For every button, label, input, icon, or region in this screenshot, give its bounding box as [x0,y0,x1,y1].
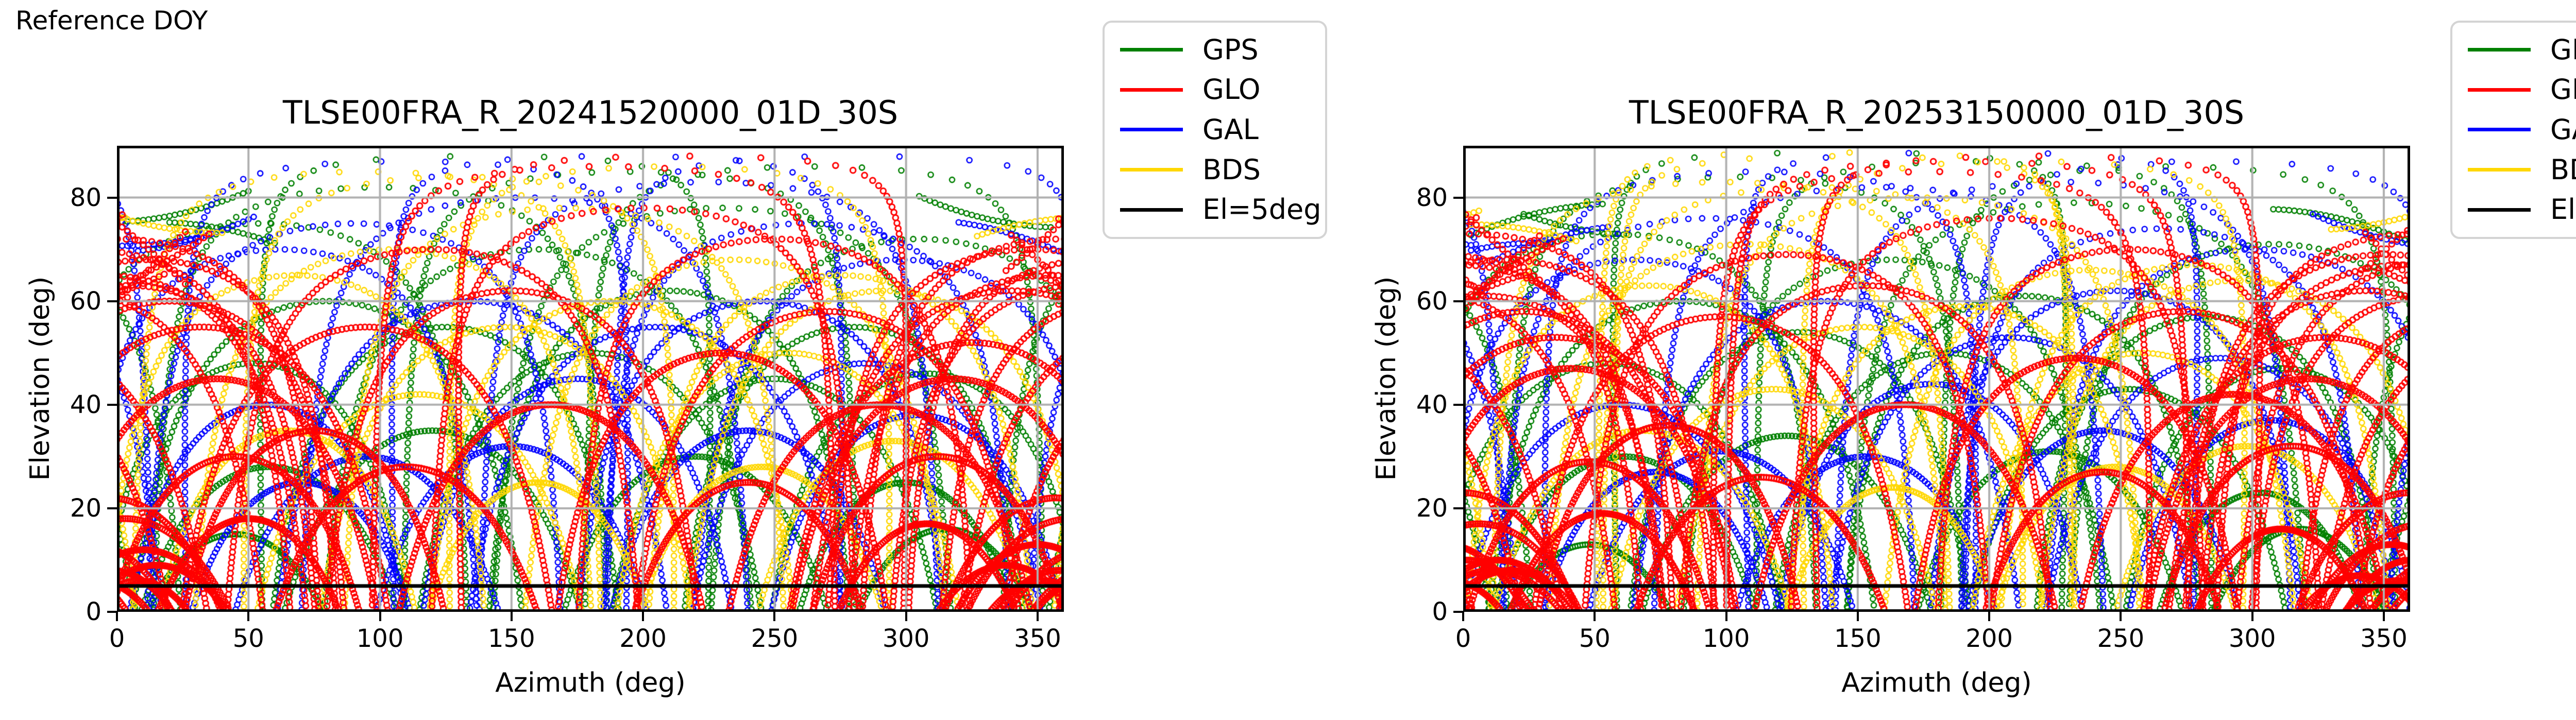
legend-label: GPS [2550,33,2576,66]
x-tick-label: 200 [619,624,667,653]
x-tick-mark [773,612,776,621]
x-tick-mark [247,612,250,621]
panel2-y-axis-label: Elevation (deg) [1371,276,1402,481]
y-tick-label: 80 [1416,183,1448,212]
y-tick-label: 0 [1432,597,1448,626]
x-tick-mark [1462,612,1464,621]
x-tick-label: 100 [1702,624,1750,653]
legend-entry-gal: GAL [1120,113,1310,146]
x-tick-label: 50 [232,624,264,653]
x-tick-mark [1856,612,1859,621]
legend-label: El=5deg [1202,193,1321,226]
panel2-sky-track-plot [1463,146,2410,612]
legend-label: GLO [1202,73,1261,106]
legend-line-sample [1120,168,1183,172]
y-tick-label: 40 [70,390,101,419]
x-tick-label: 200 [1965,624,2013,653]
y-tick-label: 0 [86,597,101,626]
y-tick-label: 60 [1416,286,1448,316]
panel2-legend: GPS GLO GAL BDS El=5deg [2450,21,2576,239]
reference-doy-label: Reference DOY [15,6,208,36]
panel1-legend: GPS GLO GAL BDS El=5deg [1103,21,1327,239]
x-tick-mark [379,612,381,621]
x-tick-label: 300 [882,624,930,653]
legend-line-sample [1120,88,1183,92]
legend-entry-glo: GLO [1120,76,1310,104]
x-tick-label: 250 [2097,624,2145,653]
x-tick-label: 150 [1834,624,1882,653]
x-tick-mark [1988,612,1991,621]
x-tick-mark [2120,612,2122,621]
x-tick-mark [1725,612,1727,621]
legend-entry-gps: GPS [1120,36,1310,64]
legend-line-sample [1120,48,1183,52]
y-tick-mark [1453,196,1463,199]
x-tick-label: 250 [751,624,799,653]
x-tick-mark [1594,612,1596,621]
legend-label: GPS [1202,33,1259,66]
legend-line-sample [2468,168,2531,172]
y-tick-mark [1453,507,1463,509]
y-tick-mark [107,611,117,613]
legend-entry-gal: GAL [2468,113,2576,146]
legend-line-sample [2468,88,2531,92]
x-tick-mark [905,612,907,621]
legend-line-sample [1120,128,1183,132]
y-tick-mark [107,403,117,406]
legend-line-sample [2468,208,2531,212]
panel2-title: TLSE00FRA_R_20253150000_01D_30S [1629,94,2245,131]
x-tick-mark [642,612,645,621]
legend-entry-glo: GLO [2468,76,2576,104]
x-tick-mark [2382,612,2385,621]
x-tick-mark [2251,612,2253,621]
panel1-title: TLSE00FRA_R_20241520000_01D_30S [282,94,899,131]
x-tick-mark [510,612,513,621]
legend-label: GLO [2550,73,2576,106]
y-tick-label: 20 [70,493,101,523]
legend-entry-gps: GPS [2468,36,2576,64]
x-tick-label: 100 [356,624,404,653]
x-tick-label: 350 [2360,624,2408,653]
y-tick-label: 20 [1416,493,1448,523]
x-tick-label: 300 [2228,624,2276,653]
panel2-x-axis-label: Azimuth (deg) [1841,667,2032,698]
panel1-x-axis-label: Azimuth (deg) [495,667,686,698]
y-tick-mark [1453,611,1463,613]
legend-label: GAL [1202,113,1259,146]
legend-entry-el-5deg: El=5deg [2468,196,2576,224]
x-tick-label: 150 [488,624,535,653]
x-tick-label: 350 [1014,624,1061,653]
x-tick-mark [1036,612,1039,621]
x-tick-label: 50 [1579,624,1611,653]
panel1-y-axis-label: Elevation (deg) [25,276,56,481]
legend-label: BDS [2550,153,2576,186]
legend-entry-bds: BDS [1120,156,1310,184]
legend-label: GAL [2550,113,2576,146]
y-tick-mark [1453,403,1463,406]
y-tick-mark [1453,300,1463,302]
legend-line-sample [1120,208,1183,212]
y-tick-label: 40 [1416,390,1448,419]
legend-label: El=5deg [2550,193,2576,226]
x-tick-mark [116,612,118,621]
legend-line-sample [2468,48,2531,52]
x-tick-label: 0 [1455,624,1471,653]
y-tick-mark [107,196,117,199]
y-tick-mark [107,300,117,302]
legend-entry-el-5deg: El=5deg [1120,196,1321,224]
y-tick-label: 60 [70,286,101,316]
panel1-sky-track-plot [117,146,1064,612]
legend-label: BDS [1202,153,1261,186]
y-tick-mark [107,507,117,509]
legend-line-sample [2468,128,2531,132]
legend-entry-bds: BDS [2468,156,2576,184]
x-tick-label: 0 [109,624,125,653]
y-tick-label: 80 [70,183,101,212]
